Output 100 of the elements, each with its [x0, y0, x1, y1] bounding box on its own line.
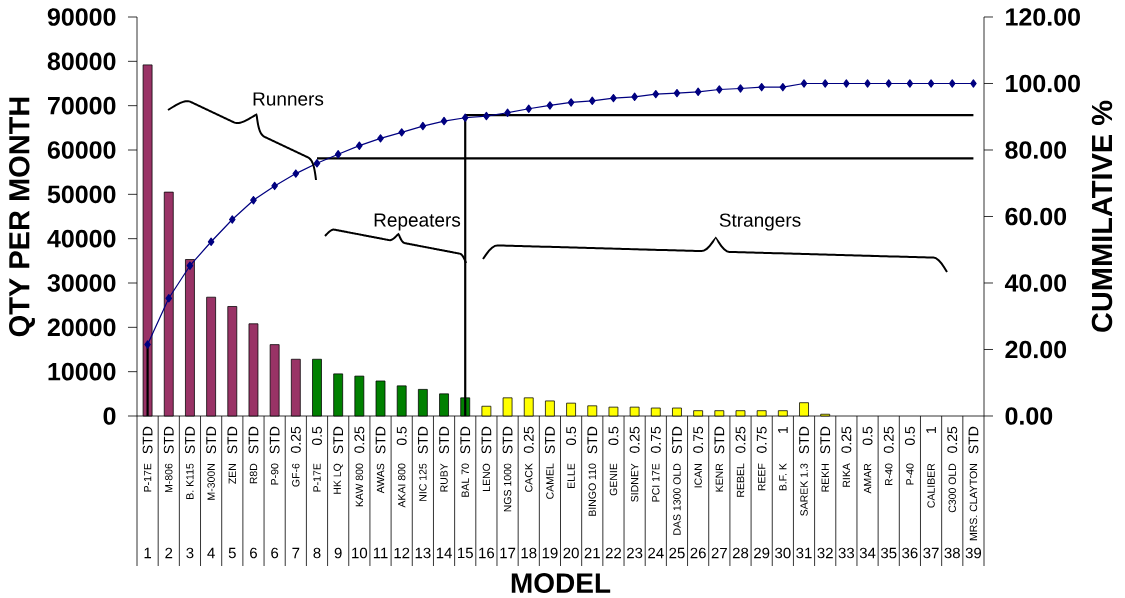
text: 39	[965, 547, 982, 559]
text: STD	[206, 426, 217, 454]
text: 0.25	[841, 426, 852, 453]
text: 0.25	[290, 426, 301, 453]
x-tick-label: RIKA	[842, 463, 850, 487]
x-tick-label: M-806	[165, 463, 173, 493]
text: 19	[542, 547, 558, 559]
text: 21	[584, 547, 600, 559]
x-tick-label: R-40	[885, 463, 893, 486]
y-tick-label: 80000	[47, 52, 116, 71]
text: 0.5	[566, 426, 577, 446]
y-tick-label: 20000	[47, 318, 116, 337]
x-tick-label: R8D	[249, 463, 258, 484]
text: 23	[627, 547, 643, 559]
x-tick-label: ZEN	[228, 464, 236, 484]
text: 24	[648, 547, 664, 559]
text: 4	[207, 547, 215, 559]
text: 6	[250, 547, 257, 559]
text: 16	[479, 547, 495, 559]
text: 0.75	[756, 426, 767, 453]
text: 1	[926, 426, 936, 433]
text: 28	[732, 547, 749, 559]
x-tick-label: P-90	[270, 463, 279, 485]
y-tick-label: 60000	[47, 141, 116, 159]
y2-tick-label: 0.00	[1005, 407, 1053, 425]
x-tick-label: BINGO 110	[588, 463, 596, 516]
text: 27	[711, 547, 727, 559]
text: STD	[820, 426, 831, 454]
text: 14	[436, 547, 452, 559]
x-tick-label: CAMEL	[546, 463, 554, 499]
text: 17	[500, 547, 516, 559]
text: 0.25	[947, 426, 958, 453]
x-axis-title: MODEL	[511, 573, 611, 593]
text: STD	[481, 426, 492, 454]
x-tick-label: P-40	[906, 463, 914, 485]
text: 35	[880, 547, 897, 559]
text: 26	[690, 547, 706, 559]
text: 0.25	[629, 426, 640, 453]
text: STD	[417, 426, 428, 454]
annotation: Runners	[253, 92, 324, 106]
x-tick-label: KAW 800	[355, 463, 364, 507]
text: STD	[333, 426, 344, 454]
text: 0.5	[608, 426, 619, 446]
text: 2	[165, 547, 173, 559]
text: 22	[605, 547, 622, 559]
x-tick-label: P-17E	[143, 463, 152, 492]
x-tick-label: AKAI 800	[397, 463, 406, 508]
y-tick-label: 10000	[48, 362, 116, 381]
text: STD	[968, 426, 979, 454]
x-tick-label: PCI 17E	[652, 463, 660, 502]
text: 0.5	[312, 426, 322, 446]
text: STD	[672, 426, 682, 454]
text: 10	[352, 547, 368, 559]
text: STD	[460, 426, 471, 454]
text: 0.5	[904, 426, 915, 446]
annotation: Strangers	[719, 213, 801, 231]
y-tick-label: 50000	[47, 185, 116, 204]
text: 0.75	[650, 426, 661, 453]
text: STD	[163, 426, 174, 454]
text: 0.25	[883, 426, 894, 453]
x-tick-label: GF-6	[292, 463, 300, 487]
text: STD	[439, 426, 449, 454]
x-tick-label: M-300N	[207, 464, 215, 500]
text: STD	[227, 426, 238, 454]
text: 34	[859, 547, 876, 559]
x-tick-label: CALIBER	[927, 463, 935, 508]
x-tick-label: SAREK 1.3	[800, 463, 808, 516]
text: 30	[775, 547, 791, 559]
text: 0.5	[862, 426, 873, 446]
text: 20	[563, 547, 579, 559]
y-tick-label: 0	[103, 407, 116, 425]
x-tick-label: C300 OLD	[948, 463, 956, 513]
x-tick-label: REKH	[821, 464, 829, 492]
x-tick-label: CACK	[525, 463, 533, 492]
x-tick-label: REBEL	[736, 463, 745, 497]
text: 1	[778, 426, 788, 433]
text: 8	[313, 547, 321, 559]
y-tick-label: 30000	[47, 274, 116, 292]
text: 13	[415, 547, 431, 559]
text: 0.25	[735, 426, 746, 453]
text: 3	[186, 547, 194, 559]
text: 32	[817, 547, 833, 559]
x-tick-label: DAS 1300 OLD	[673, 463, 681, 535]
text: STD	[375, 426, 386, 454]
text: 1	[144, 547, 152, 559]
x-tick-label: MRS. CLAYTON	[969, 464, 978, 541]
x-tick-label: B.F. K	[779, 463, 787, 491]
y-tick-label: 40000	[47, 229, 116, 248]
x-tick-label: HK LQ	[333, 463, 343, 494]
y2-axis-title: CUMMILATIVE %	[1091, 100, 1113, 332]
annotation: Repeaters	[374, 213, 461, 231]
text: 7	[292, 547, 300, 559]
text: 25	[669, 547, 685, 559]
x-tick-label: KENR	[715, 463, 723, 492]
y-tick-label: 70000	[48, 96, 116, 115]
x-tick-label: P-17E	[313, 463, 321, 492]
x-tick-label: BAL 70	[461, 463, 469, 497]
y2-tick-label: 20.00	[1005, 340, 1067, 359]
x-tick-label: ICAN	[694, 464, 702, 488]
text: 9	[334, 547, 342, 559]
